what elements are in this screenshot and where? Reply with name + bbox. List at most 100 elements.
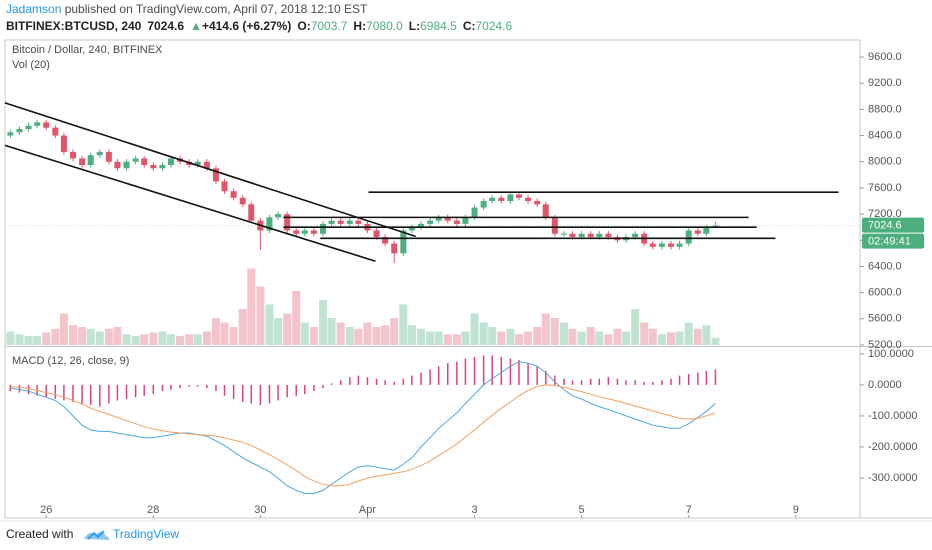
candle-body <box>373 230 380 238</box>
volume-bar <box>631 309 640 345</box>
volume-bar <box>407 325 416 345</box>
countdown-tag <box>862 233 924 249</box>
histogram-bar <box>313 384 315 392</box>
histogram-bar <box>349 377 351 385</box>
volume-bar <box>613 328 622 345</box>
ohlc-value: 7080.0 <box>366 19 403 33</box>
histogram-bar <box>544 370 547 385</box>
histogram-bar <box>402 378 405 385</box>
histogram-bar <box>437 366 440 385</box>
histogram-bar <box>429 369 431 385</box>
x-tick-label: 3 <box>471 504 477 516</box>
candle-body <box>542 204 549 218</box>
y-tick-label: -100.0000 <box>868 410 918 422</box>
volume-bar <box>381 325 390 345</box>
volume-bar <box>78 327 87 345</box>
histogram-bar <box>500 356 503 385</box>
volume-bar <box>497 331 506 345</box>
volume-bar <box>113 327 122 345</box>
histogram-bar <box>81 384 83 404</box>
candle-body <box>498 197 505 202</box>
volume-bar <box>51 328 60 345</box>
y-tick-label: -300.0000 <box>868 472 918 484</box>
tradingview-logo[interactable]: TradingView <box>84 527 179 541</box>
histogram-bar <box>250 384 253 404</box>
histogram-bar <box>161 384 164 392</box>
volume-bar <box>452 334 461 345</box>
candle-body <box>685 230 692 244</box>
change: +414.6 (+6.27%) <box>202 19 291 33</box>
candle-body <box>560 233 567 235</box>
histogram-bar <box>607 377 610 385</box>
last-price-tag <box>862 217 924 233</box>
volume-bar <box>426 331 435 345</box>
candle-body <box>221 181 228 192</box>
histogram-bar <box>687 374 690 385</box>
histogram-bar <box>411 375 413 385</box>
volume-bar <box>327 318 336 345</box>
histogram-bar <box>375 378 378 385</box>
price: 7024.6 <box>147 19 184 33</box>
candle-body <box>105 151 112 162</box>
volume-bar <box>702 325 711 345</box>
candle-body <box>239 197 246 205</box>
brand[interactable]: TradingView <box>113 527 179 541</box>
histogram-bar <box>482 355 485 385</box>
volume-bar <box>229 327 238 345</box>
candle-body <box>25 125 32 130</box>
y-tick-label: 6400.0 <box>868 260 902 272</box>
histogram-bar <box>420 372 422 385</box>
ohlc-label: O: <box>297 19 310 33</box>
volume-bar <box>559 322 568 345</box>
publish-line: Jadamson published on TradingView.com, A… <box>6 2 368 16</box>
candle-body <box>346 220 353 224</box>
volume-bar <box>68 325 77 345</box>
histogram-bar <box>9 384 12 392</box>
histogram-bar <box>152 384 155 395</box>
candle-body <box>132 158 139 162</box>
x-tick-label: 9 <box>793 504 799 516</box>
histogram-bar <box>277 384 279 401</box>
y-tick-label: 100.0000 <box>868 348 914 360</box>
volume-bar <box>86 328 95 345</box>
volume-bar <box>33 336 42 345</box>
candle-body <box>293 230 300 234</box>
histogram-bar <box>330 383 333 385</box>
volume-bar <box>390 318 399 345</box>
volume-bar <box>193 334 202 345</box>
y-tick-label: 9200.0 <box>868 77 902 89</box>
candle-body <box>605 233 612 238</box>
ohlc: O:7003.7 H:7080.0 L:6984.5 C:7024.6 <box>297 19 512 33</box>
histogram-bar <box>54 384 57 399</box>
y-tick-label: 8000.0 <box>868 156 902 168</box>
volume-bar <box>15 334 24 345</box>
y-tick-label: 7600.0 <box>868 182 902 194</box>
candle-body <box>159 165 166 169</box>
volume-bar <box>166 334 175 345</box>
y-tick-label: 6000.0 <box>868 287 902 299</box>
volume-bar <box>149 332 158 345</box>
candle-body <box>96 151 103 156</box>
candle-body <box>382 237 389 244</box>
volume-bar <box>104 328 113 345</box>
volume-bar <box>568 328 577 345</box>
histogram-bar <box>527 363 529 385</box>
ohlc-label: C: <box>463 19 476 33</box>
y-tick-label: 9600.0 <box>868 51 902 63</box>
histogram-bar <box>697 372 699 385</box>
candle-body <box>301 230 308 234</box>
up-arrow: ▲ <box>190 19 202 33</box>
histogram-bar <box>339 380 342 385</box>
macd-line <box>10 361 716 494</box>
signal-line <box>10 384 716 487</box>
volume-bar <box>158 331 167 345</box>
volume-bar <box>131 336 140 345</box>
author[interactable]: Jadamson <box>6 2 61 16</box>
volume-bar <box>345 327 354 345</box>
candle-body <box>480 201 487 208</box>
volume-bar <box>185 334 194 345</box>
volume-bar <box>675 331 684 345</box>
volume-bar <box>657 334 666 345</box>
histogram-bar <box>188 384 190 387</box>
